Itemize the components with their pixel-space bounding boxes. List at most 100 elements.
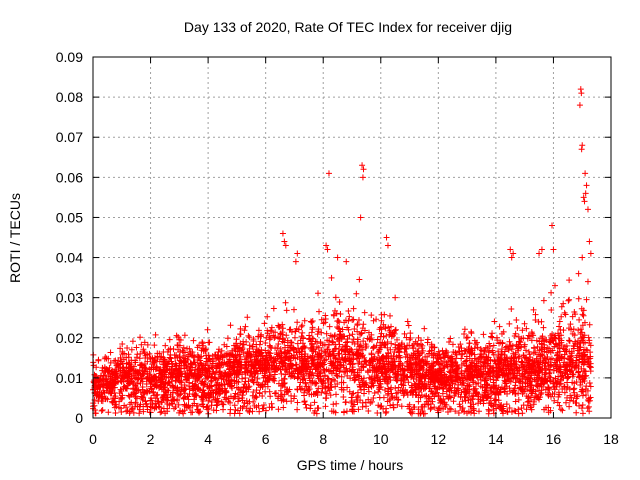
data-point [575, 295, 582, 302]
data-point [565, 325, 572, 332]
data-point [280, 336, 287, 343]
data-point [464, 334, 471, 341]
data-point [330, 311, 337, 318]
data-point [475, 400, 482, 407]
data-point [359, 399, 366, 406]
data-point [376, 394, 383, 401]
data-point [463, 335, 470, 342]
data-point [180, 349, 187, 356]
data-point [344, 335, 351, 342]
data-point [573, 409, 580, 416]
data-point [332, 294, 339, 301]
data-point [489, 330, 496, 337]
data-point [334, 373, 341, 380]
data-point [266, 336, 273, 343]
data-point [340, 393, 347, 400]
data-point [299, 322, 306, 329]
data-point [142, 365, 149, 372]
data-point [570, 398, 577, 405]
data-point [373, 316, 380, 323]
data-point [308, 329, 315, 336]
data-point [536, 250, 543, 257]
data-point [263, 352, 270, 359]
data-point [411, 403, 418, 410]
data-point [568, 352, 575, 359]
data-point [491, 318, 498, 325]
data-point [187, 409, 194, 416]
data-point [519, 410, 526, 417]
data-point [413, 355, 420, 362]
data-point [526, 398, 533, 405]
data-point [307, 402, 314, 409]
data-point [348, 394, 355, 401]
data-point [210, 407, 217, 414]
x-tick-label: 12 [431, 431, 447, 447]
data-point [548, 289, 555, 296]
data-point [546, 370, 553, 377]
data-point [168, 378, 175, 385]
data-point [314, 370, 321, 377]
data-point [181, 332, 188, 339]
data-point [566, 296, 573, 303]
data-point [326, 323, 333, 330]
data-point [266, 371, 273, 378]
data-point [475, 380, 482, 387]
data-point [359, 162, 366, 169]
data-point [485, 410, 492, 417]
data-point [190, 337, 197, 344]
data-point [530, 344, 537, 351]
data-point [98, 407, 105, 414]
data-point [376, 346, 383, 353]
data-point [224, 335, 231, 342]
data-point [360, 321, 367, 328]
data-point [336, 299, 343, 306]
data-point [166, 354, 173, 361]
data-point [436, 405, 443, 412]
data-point [566, 277, 573, 284]
data-point [198, 353, 205, 360]
data-point [566, 338, 573, 345]
data-point [328, 408, 335, 415]
data-point [236, 395, 243, 402]
data-point [215, 349, 222, 356]
data-point [150, 366, 157, 373]
data-point [447, 335, 454, 342]
data-point [258, 333, 265, 340]
data-point [375, 388, 382, 395]
data-point [329, 338, 336, 345]
data-point [357, 214, 364, 221]
data-point [119, 341, 126, 348]
data-point [565, 374, 572, 381]
data-point [556, 318, 563, 325]
data-point [242, 323, 249, 330]
data-point [422, 393, 429, 400]
data-point [196, 409, 203, 416]
data-point [227, 410, 234, 417]
data-point [124, 345, 131, 352]
data-point [336, 319, 343, 326]
data-point [267, 393, 274, 400]
y-tick-label: 0.09 [56, 49, 83, 65]
data-point [503, 401, 510, 408]
data-point [151, 342, 158, 349]
data-point [235, 379, 242, 386]
data-point [530, 306, 537, 313]
data-point [556, 323, 563, 330]
data-point [428, 404, 435, 411]
data-point [246, 334, 253, 341]
data-point [318, 329, 325, 336]
data-point [343, 258, 350, 265]
data-point [318, 316, 325, 323]
data-point [175, 334, 182, 341]
data-point [241, 327, 248, 334]
data-point [359, 174, 366, 181]
data-point [132, 390, 139, 397]
data-point [92, 410, 99, 417]
x-tick-label: 4 [204, 431, 212, 447]
data-point [555, 389, 562, 396]
data-point [355, 393, 362, 400]
data-point [378, 311, 385, 318]
data-point [584, 278, 591, 285]
data-point [330, 376, 337, 383]
data-point [351, 326, 358, 333]
